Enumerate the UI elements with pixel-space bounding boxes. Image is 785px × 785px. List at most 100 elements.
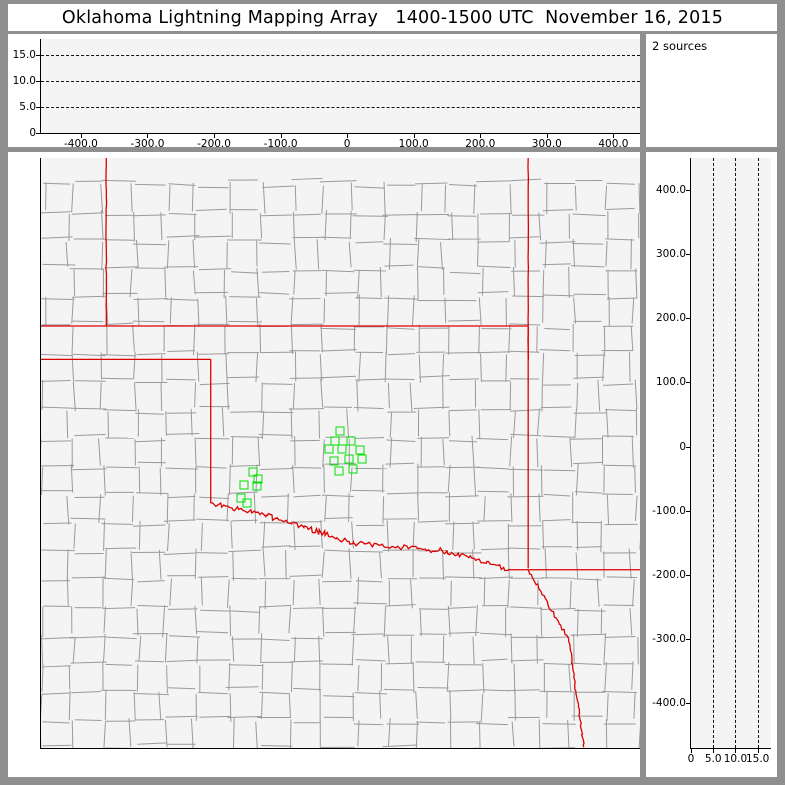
- y-tick-mark: [40, 447, 41, 448]
- lma-source-marker: [252, 481, 262, 491]
- state-borders: [41, 158, 640, 748]
- x-tick-mark: [713, 748, 715, 753]
- x-tick-mark: [613, 748, 614, 749]
- lma-source-marker: [355, 445, 365, 455]
- top-plot-area[interactable]: 0 5.0 10.0 15.0 -400.0 -300.0 -200.0 -100.0 0 100…: [13, 39, 640, 150]
- y-tick-label: 15.0: [12, 48, 36, 61]
- gridline-x: [735, 158, 737, 748]
- y-tick-label: 300.0: [655, 248, 686, 261]
- y-tick-label: 10.0: [12, 74, 36, 87]
- x-tick-mark: [413, 133, 415, 138]
- lma-source-marker: [337, 444, 347, 454]
- map-panel: -400.0-300.0-200.0-100.00100.0200.0300.0…: [8, 152, 640, 777]
- y-tick-mark: [36, 133, 41, 134]
- county-borders: [41, 177, 640, 748]
- x-tick-label: -400.0: [63, 138, 98, 150]
- y-tick-label: -400.0: [652, 697, 686, 710]
- x-tick-mark: [547, 748, 548, 749]
- y-tick-mark: [40, 703, 41, 704]
- y-tick-mark: [686, 318, 691, 320]
- x-tick-mark: [546, 133, 548, 138]
- y-tick-label: -200.0: [652, 568, 686, 581]
- y-tick-mark: [40, 318, 41, 319]
- y-tick-mark: [40, 639, 41, 640]
- gridline-y: [41, 106, 640, 108]
- lma-source-marker: [329, 456, 339, 466]
- y-tick-mark: [686, 446, 691, 448]
- y-tick-mark: [40, 254, 41, 255]
- lma-source-marker: [324, 444, 334, 453]
- x-tick-mark: [613, 133, 615, 138]
- lma-source-marker: [335, 426, 345, 436]
- y-tick-mark: [36, 106, 41, 108]
- map-geography: [41, 158, 640, 748]
- x-tick-mark: [214, 133, 216, 138]
- x-tick-label: 15.0: [745, 753, 770, 765]
- x-tick-label: 5.0: [704, 753, 722, 765]
- gridline-y: [41, 54, 640, 56]
- x-tick-mark: [81, 748, 82, 749]
- y-tick-mark: [40, 382, 41, 383]
- x-tick-mark: [347, 748, 348, 749]
- y-tick-label: 0: [29, 127, 36, 139]
- x-tick-label: 100.0: [398, 138, 429, 150]
- x-tick-mark: [214, 748, 215, 749]
- y-tick-mark: [36, 54, 41, 56]
- x-tick-mark: [147, 748, 148, 749]
- x-tick-mark: [757, 748, 759, 753]
- lma-source-marker: [348, 464, 358, 474]
- lma-source-marker: [334, 466, 343, 476]
- y-tick-mark: [686, 703, 691, 705]
- x-tick-mark: [281, 748, 282, 749]
- x-tick-mark: [347, 133, 349, 138]
- lma-source-marker: [357, 454, 367, 464]
- y-tick-label: -100.0: [652, 504, 686, 517]
- lma-source-marker: [346, 436, 356, 446]
- gridline-x: [713, 158, 715, 748]
- x-tick-mark: [147, 133, 149, 138]
- x-tick-mark: [280, 133, 282, 138]
- x-tick-label: 0: [343, 138, 351, 150]
- y-tick-label: 200.0: [655, 312, 686, 325]
- y-tick-mark: [686, 382, 691, 384]
- y-tick-mark: [40, 190, 41, 191]
- x-tick-mark: [735, 748, 737, 753]
- y-tick-mark: [686, 574, 691, 576]
- lma-source-marker: [248, 467, 258, 477]
- x-tick-label: 0: [687, 753, 695, 765]
- lma-source-marker: [236, 493, 246, 503]
- y-tick-mark: [686, 254, 691, 256]
- map-plot-area[interactable]: -400.0-300.0-200.0-100.00100.0200.0300.0…: [40, 158, 640, 749]
- sources-count-panel: 2 sources: [646, 34, 777, 147]
- lma-source-marker: [330, 436, 340, 446]
- lma-source-marker: [242, 498, 252, 508]
- source-count-label: 2 sources: [652, 39, 708, 53]
- right-plot-area[interactable]: -400.0 -300.0 -200.0 -100.0 0 100.0 200.0 300.0…: [652, 158, 771, 765]
- x-tick-label: 400.0: [598, 138, 629, 150]
- y-tick-label: 5.0: [19, 100, 36, 113]
- x-tick-mark: [480, 133, 482, 138]
- x-tick-mark: [80, 133, 82, 138]
- x-tick-mark: [480, 748, 481, 749]
- y-tick-label: 0: [679, 440, 686, 453]
- top-altitude-panel: 0 5.0 10.0 15.0 -400.0 -300.0 -200.0 -100.0 0 100…: [8, 34, 640, 150]
- right-altitude-panel: -400.0 -300.0 -200.0 -100.0 0 100.0 200.0 300.0…: [646, 152, 777, 777]
- y-tick-mark: [40, 575, 41, 576]
- x-tick-label: 200.0: [465, 138, 496, 150]
- y-tick-mark: [686, 190, 691, 192]
- x-tick-label: 10.0: [723, 753, 748, 765]
- x-tick-label: 300.0: [531, 138, 562, 150]
- page-title: Oklahoma Lightning Mapping Array 1400-15…: [61, 7, 724, 28]
- y-tick-mark: [686, 638, 691, 640]
- y-tick-label: 400.0: [655, 184, 686, 197]
- x-tick-mark: [414, 748, 415, 749]
- gridline-x: [757, 158, 759, 748]
- y-tick-mark: [36, 80, 41, 82]
- title-bar: Oklahoma Lightning Mapping Array 1400-15…: [8, 4, 777, 31]
- lma-source-marker: [344, 454, 354, 464]
- x-tick-label: -300.0: [130, 138, 165, 150]
- y-tick-label: -300.0: [652, 632, 686, 645]
- x-tick-label: -200.0: [197, 138, 231, 150]
- x-tick-label: -100.0: [263, 138, 298, 150]
